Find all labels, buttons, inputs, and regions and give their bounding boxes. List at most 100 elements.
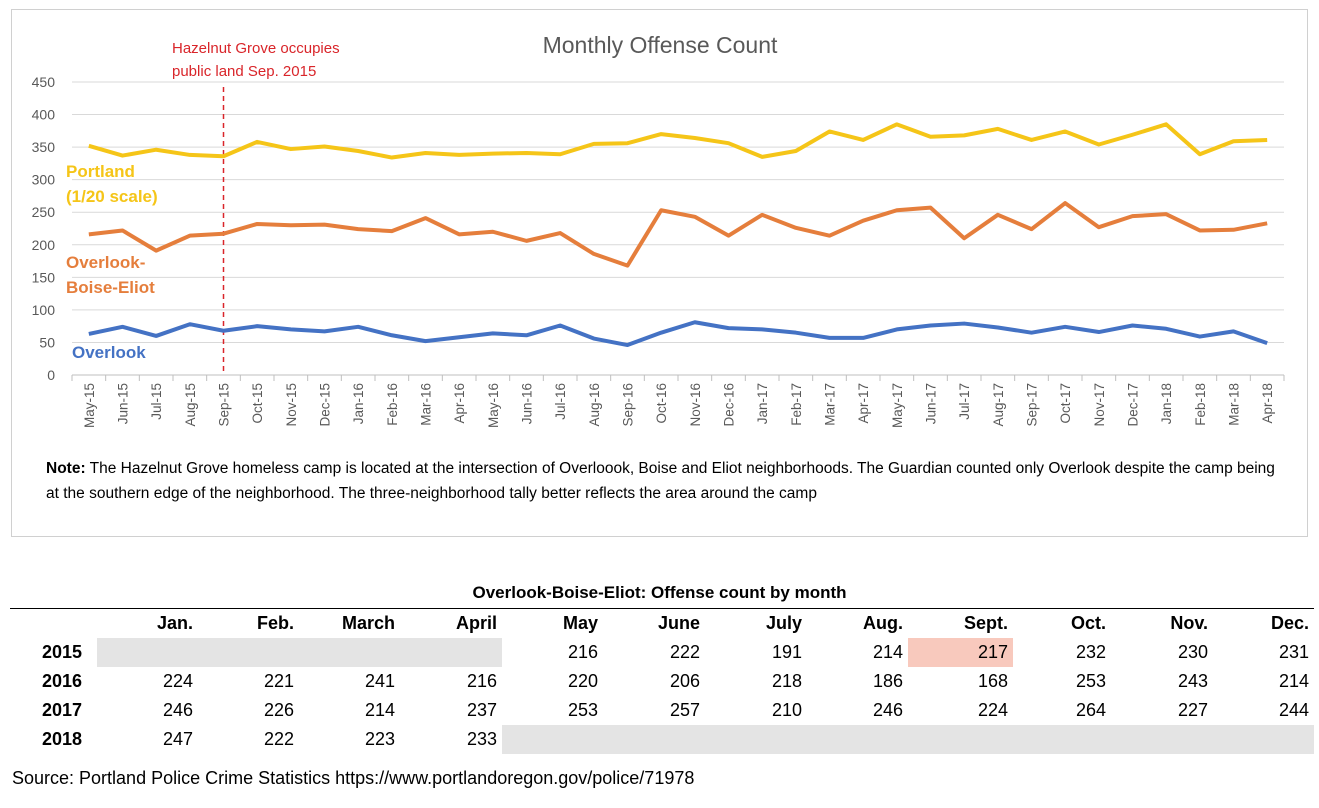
x-tick-label: Oct-17 [1058,383,1073,424]
year-label: 2015 [42,642,83,662]
x-tick-label: Aug-16 [587,383,602,427]
table-cell: 221 [263,671,294,691]
table-cell: 230 [1177,642,1208,662]
x-tick-label: Jul-16 [553,383,568,420]
column-header: Aug. [863,613,903,633]
year-label: 2018 [42,729,83,749]
chart-container [11,9,1308,537]
table-cell: 218 [771,671,802,691]
table-cell [299,638,400,667]
y-tick-label: 300 [32,172,56,188]
x-tick-label: Nov-16 [688,383,703,427]
x-tick-label: Dec-16 [722,383,737,427]
table-cell: 243 [1177,671,1208,691]
note-label: Note: [46,460,86,477]
table-title: Overlook-Boise-Eliot: Offense count by m… [472,583,847,602]
table-cell [807,725,908,754]
x-tick-label: Jun-15 [116,383,131,424]
x-tick-label: May-16 [486,383,501,428]
table-cell: 214 [1278,671,1309,691]
x-tick-label: Mar-17 [823,383,838,426]
table-row: 2017 246 226 214 237 253 257 210 246 224 264 227 244 [10,696,1314,725]
x-tick-label: Mar-18 [1227,383,1242,426]
table-cell: 231 [1278,642,1309,662]
line-chart: 0 50 100 150 200 250 300 350 400 450 May-15 Jun-15 J… [32,32,1285,428]
note-text: The Hazelnut Grove homeless camp is loca… [46,460,1275,502]
table-cell: 227 [1177,700,1208,720]
table-cell: 246 [872,700,903,720]
table-cell: 264 [1075,700,1106,720]
offense-table: Jan. Feb. March April May June July Aug. Sept. Oc… [10,608,1314,754]
x-tick-label: Nov-15 [284,383,299,427]
column-header: March [341,613,395,633]
y-tick-label: 0 [47,367,55,383]
y-tick-label: 100 [32,302,56,318]
table-cell: 191 [771,642,802,662]
x-tick-label: Mar-16 [419,383,434,426]
y-tick-label: 450 [32,74,56,90]
table-cell: 224 [162,671,193,691]
x-tick-label: Dec-17 [1126,383,1141,427]
table-cell: 226 [263,700,294,720]
table-cell: 220 [567,671,598,691]
table-cell: 216 [567,642,598,662]
table-cell: 214 [872,642,903,662]
x-tick-label: Dec-15 [318,383,333,427]
column-header: April [455,613,497,633]
table-cell [400,638,502,667]
table-cell: 253 [1075,671,1106,691]
x-tick-label: Oct-16 [654,383,669,424]
x-tick-label: Sep-17 [1025,383,1040,427]
x-tick-label: Apr-16 [452,383,467,424]
column-header: Dec. [1270,613,1309,633]
column-header: Sept. [963,613,1008,633]
x-tick-label: Apr-17 [856,383,871,424]
series-label: Overlook [72,343,146,362]
x-tick-label: Aug-15 [183,383,198,427]
table-cell: 246 [162,700,193,720]
x-tick-label: Sep-15 [217,383,232,427]
column-header: June [657,613,700,633]
series-label: Overlook- [66,253,145,272]
table-cell: 222 [669,642,700,662]
table-cell [1213,725,1314,754]
x-tick-label: Apr-18 [1260,383,1275,424]
chart-title: Monthly Offense Count [543,32,778,58]
table-cell: 233 [466,729,497,749]
table-cell [908,725,1013,754]
table-cell [1111,725,1213,754]
y-tick-label: 400 [32,107,56,123]
table-cell: 232 [1075,642,1106,662]
column-header: Jan. [156,613,193,633]
table-cell: 216 [466,671,497,691]
table-cell: 241 [364,671,395,691]
column-header: July [765,613,802,633]
column-header: Oct. [1070,613,1106,633]
table-cell [502,725,603,754]
table-header-row: Jan. Feb. March April May June July Aug. Sept. Oc… [10,609,1314,639]
series-label: Boise-Eliot [66,278,155,297]
x-tick-label: Feb-17 [789,383,804,426]
column-header: May [562,613,598,633]
annotation-text: public land Sep. 2015 [172,63,316,80]
table-cell: 223 [364,729,395,749]
table-cell: 247 [162,729,193,749]
table-cell: 214 [364,700,395,720]
x-tick-label: Jan-17 [755,383,770,424]
x-tick-label: Oct-15 [250,383,265,424]
year-label: 2017 [42,700,83,720]
table-cell: 237 [466,700,497,720]
x-tick-label: Feb-16 [385,383,400,426]
x-tick-label: May-17 [890,383,905,428]
table-cell [603,725,705,754]
series-line [88,201,1268,268]
y-tick-label: 50 [39,334,55,350]
x-tick-label: Sep-16 [621,383,636,427]
table-cell [705,725,807,754]
y-tick-label: 250 [32,204,56,220]
x-tick-label: Jun-17 [924,383,939,424]
x-tick-label: Feb-18 [1193,383,1208,426]
x-tick-label: May-15 [82,383,97,428]
table-cell: 210 [771,700,802,720]
column-header: Feb. [256,613,294,633]
